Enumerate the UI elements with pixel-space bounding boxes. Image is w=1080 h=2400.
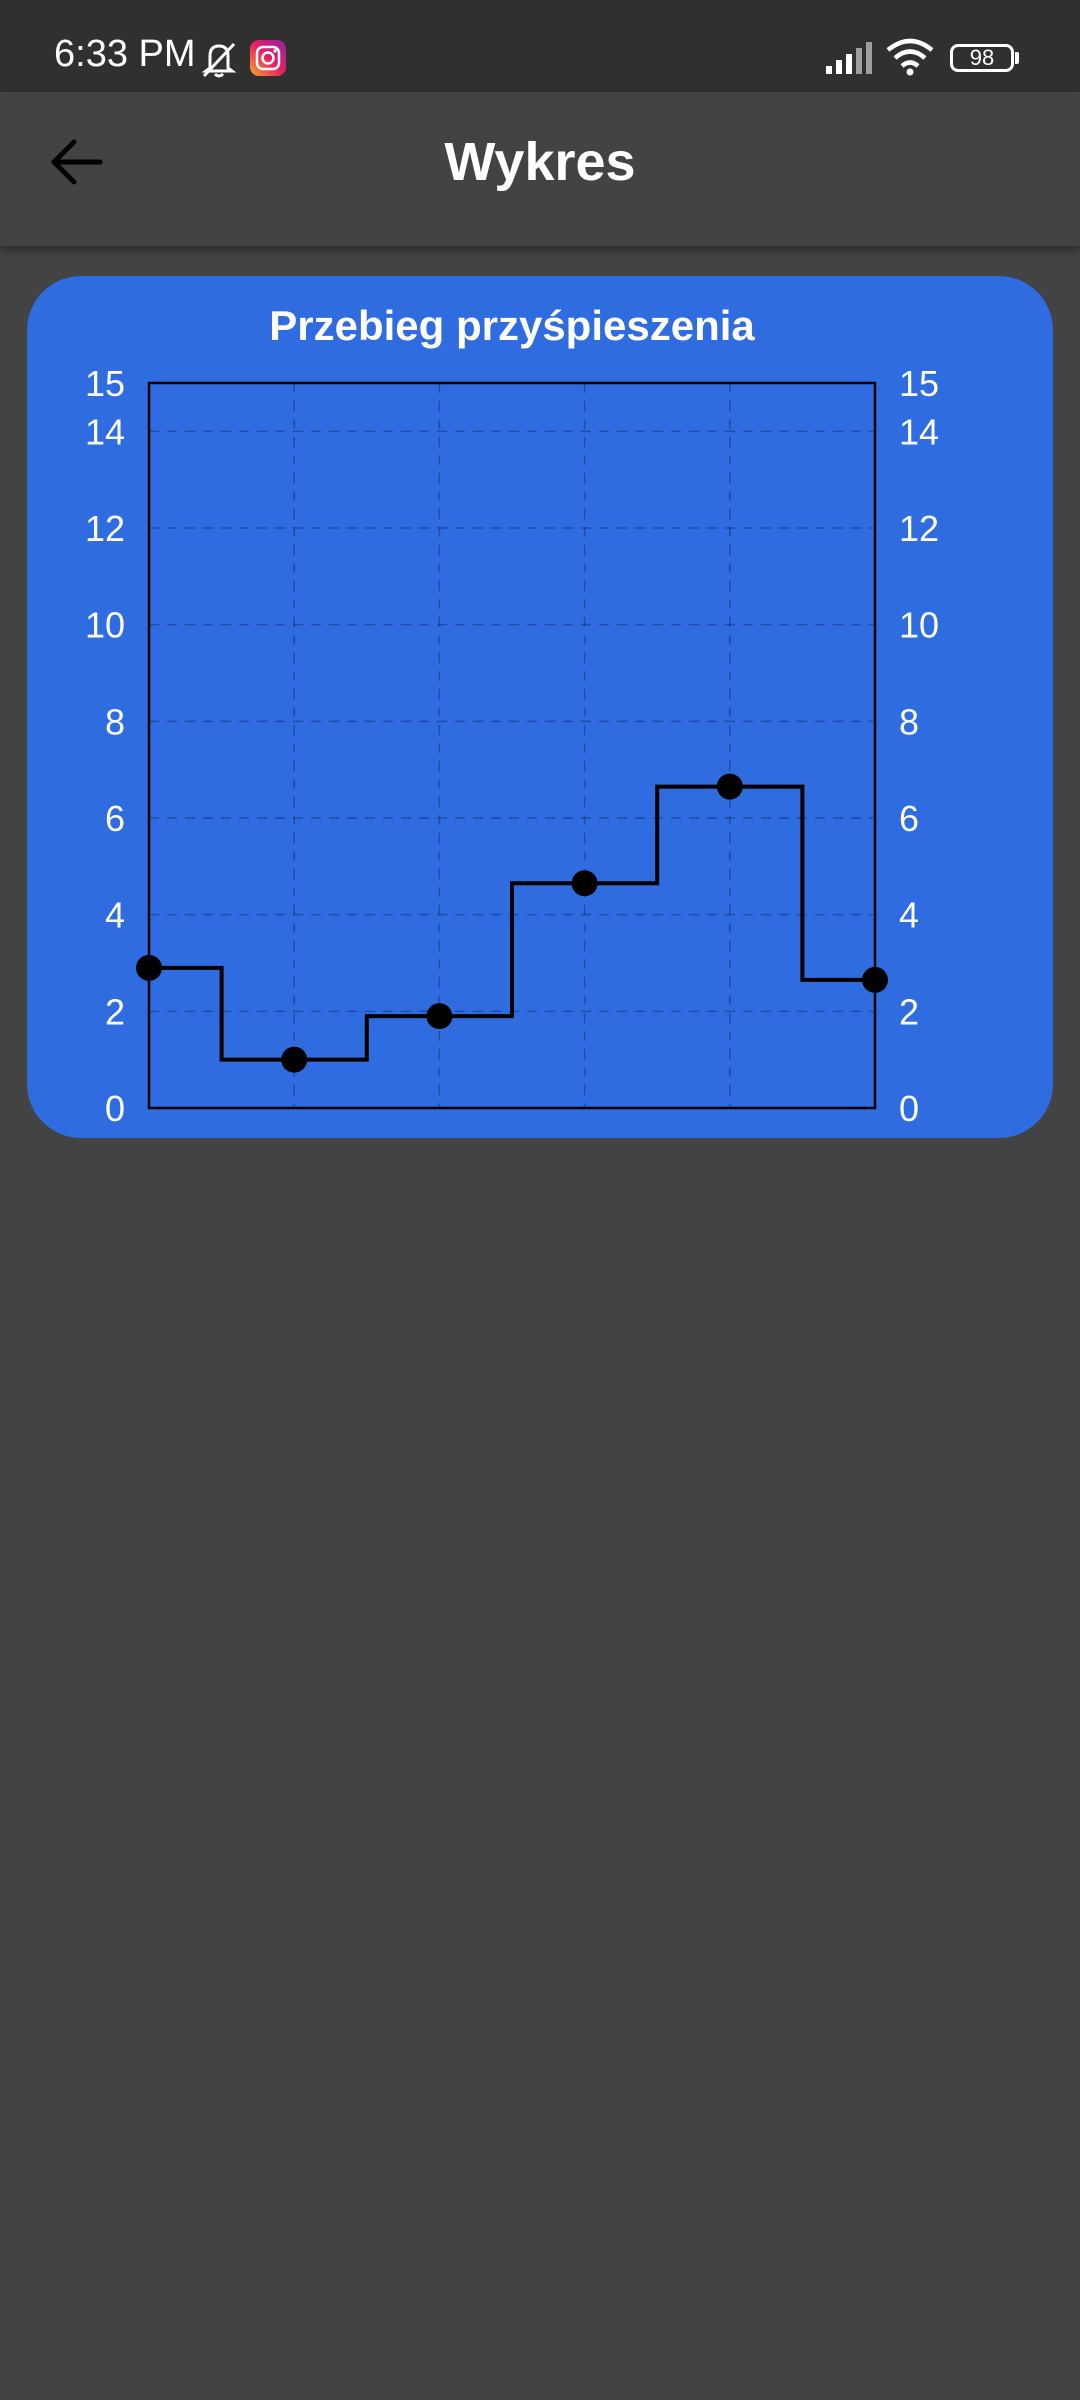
bell-off-icon <box>201 42 237 78</box>
y-tick-label-left: 8 <box>105 701 125 742</box>
series-line <box>149 784 875 1062</box>
status-time: 6:33 PM <box>54 33 196 75</box>
app-bar: Wykres <box>0 92 1080 246</box>
y-tick-label-right: 10 <box>899 605 939 646</box>
plot-frame <box>147 381 877 1110</box>
y-tick-label-right: 15 <box>899 363 939 404</box>
y-tick-label-left: 12 <box>85 508 125 549</box>
arrow-left-icon <box>51 139 103 185</box>
y-tick-label-right: 6 <box>899 798 919 839</box>
y-tick-label-right: 14 <box>899 411 939 452</box>
back-button[interactable] <box>36 122 116 202</box>
y-tick-label-right: 12 <box>899 508 939 549</box>
chart-ticks: 0 0 2 2 4 4 6 6 8 8 10 10 12 12 14 14 15 15 <box>85 363 939 1129</box>
status-bar: 6:33 PM 98 <box>0 0 1080 92</box>
y-tick-label-right: 2 <box>899 991 919 1032</box>
chart-card: Przebieg przyśpieszenia 0 0 2 2 4 4 6 6 8 8 10 10 12… <box>27 276 1053 1138</box>
instagram-icon <box>250 40 286 76</box>
battery-tip <box>1015 52 1019 64</box>
page-title: Wykres <box>444 132 636 192</box>
acceleration-chart: 0 0 2 2 4 4 6 6 8 8 10 10 12 12 14 14 15 15 <box>85 363 939 1129</box>
data-point <box>281 1046 308 1073</box>
data-point <box>426 1003 453 1030</box>
y-tick-label-right: 0 <box>899 1088 919 1129</box>
chart-title: Przebieg przyśpieszenia <box>269 302 755 349</box>
y-tick-label-left: 14 <box>85 411 125 452</box>
wifi-icon <box>886 38 934 76</box>
chart-series <box>136 773 888 1073</box>
y-tick-label-left: 2 <box>105 991 125 1032</box>
battery-level: 98 <box>969 45 995 70</box>
signal-icon <box>826 42 872 74</box>
y-tick-label-left: 15 <box>85 363 125 404</box>
y-tick-label-left: 6 <box>105 798 125 839</box>
y-tick-label-right: 4 <box>899 895 919 936</box>
y-tick-label-left: 4 <box>105 895 125 936</box>
data-point <box>571 870 598 897</box>
y-tick-label-left: 0 <box>105 1088 125 1129</box>
data-point <box>716 773 743 800</box>
y-tick-label-left: 10 <box>85 605 125 646</box>
battery-icon: 98 <box>950 44 1014 72</box>
y-tick-label-right: 8 <box>899 701 919 742</box>
